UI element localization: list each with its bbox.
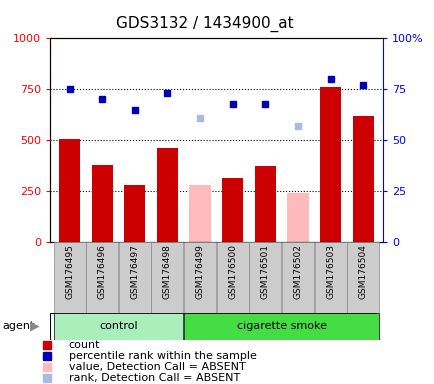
Bar [157,148,178,242]
Bar [352,116,373,242]
Text: GSM176497: GSM176497 [130,244,139,299]
Bar [222,178,243,242]
Text: GSM176495: GSM176495 [65,244,74,299]
Text: count: count [69,340,100,350]
Bar [216,242,248,313]
Bar [151,242,183,313]
Text: GSM176496: GSM176496 [98,244,106,299]
Bar [189,185,210,242]
Text: cigarette smoke: cigarette smoke [236,321,326,331]
Text: percentile rank within the sample: percentile rank within the sample [69,351,256,361]
Text: GSM176503: GSM176503 [326,244,334,299]
Bar [346,242,378,313]
Bar [254,166,275,242]
Text: GSM176504: GSM176504 [358,244,367,299]
Bar [184,313,378,340]
Bar [53,313,183,340]
Text: GSM176499: GSM176499 [195,244,204,299]
Bar [184,242,216,313]
Bar [249,242,281,313]
Text: value, Detection Call = ABSENT: value, Detection Call = ABSENT [69,362,245,372]
Bar [92,165,112,242]
Bar [118,242,151,313]
Text: GSM176498: GSM176498 [163,244,171,299]
Bar [319,87,340,242]
Bar [281,242,313,313]
Text: GDS3132 / 1434900_at: GDS3132 / 1434900_at [115,15,293,31]
Bar [124,185,145,242]
Text: rank, Detection Call = ABSENT: rank, Detection Call = ABSENT [69,374,239,384]
Bar [287,193,308,242]
Bar [53,242,85,313]
Bar [314,242,346,313]
Text: GSM176500: GSM176500 [228,244,237,299]
Text: agent: agent [2,321,34,331]
Bar [86,242,118,313]
Bar [59,139,80,242]
Text: GSM176502: GSM176502 [293,244,302,299]
Text: ▶: ▶ [30,320,39,333]
Text: control: control [99,321,138,331]
Text: GSM176501: GSM176501 [260,244,269,299]
